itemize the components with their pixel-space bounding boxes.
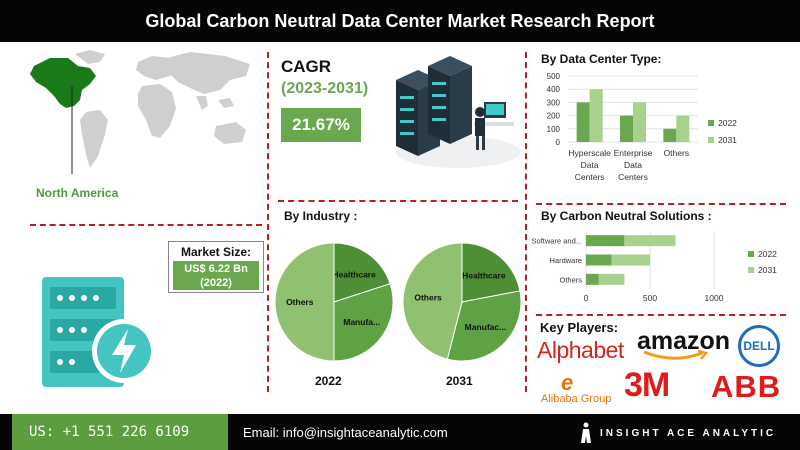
alibaba-logo: Alibaba Group: [541, 393, 612, 405]
data-center-type-chart: 0 100 200 300 400 500 Hyperscale Data Centers Ent…: [547, 72, 738, 182]
y-category-label: Others: [559, 275, 582, 284]
cagr-title: CAGR: [281, 57, 332, 76]
bar-2031: [611, 254, 650, 266]
legend-label-2031: 2031: [758, 265, 777, 275]
pie-slice-label: Manufa...: [343, 317, 380, 327]
amazon-smile-icon: [643, 350, 709, 360]
data-center-type-title: By Data Center Type:: [541, 52, 662, 66]
world-map-land: [75, 50, 250, 168]
x-category-label: Centers: [618, 172, 648, 182]
y-category-label: Hardware: [549, 256, 582, 265]
y-tick-label: 100: [547, 125, 561, 134]
pie-slice-label: Others: [286, 297, 314, 307]
x-category-label: Enterprise: [614, 148, 653, 158]
market-size-title: Market Size:: [180, 245, 252, 259]
key-players-title: Key Players:: [540, 320, 619, 335]
footer-email[interactable]: Email: info@insightaceanalytic.com: [243, 425, 448, 440]
market-size-value-year: (2022): [200, 277, 232, 289]
bar-2031: [598, 273, 625, 285]
divider-left-vertical: [267, 52, 269, 392]
amazon-logo: amazon: [637, 327, 731, 355]
carbon-neutral-solutions-chart: 0 500 1000 Software and... Hardware Others 202…: [532, 231, 777, 303]
x-category-label: Data: [624, 160, 642, 170]
carbon-neutral-solutions-title: By Carbon Neutral Solutions :: [541, 209, 712, 223]
brand-logo-icon: [581, 422, 591, 443]
pie-slice: [461, 242, 521, 303]
y-tick-label: 200: [547, 112, 561, 121]
divider-left-horizontal: [30, 224, 262, 226]
y-category-label: Software and...: [532, 237, 582, 246]
legend-swatch-2022: [748, 251, 754, 257]
pie-slice: [446, 290, 522, 362]
bar-2031: [624, 235, 676, 247]
industry-pie-2022: Healthcare Manufa... Others: [274, 242, 394, 362]
north-america-shape: [30, 58, 96, 108]
x-tick-label: 1000: [705, 293, 724, 303]
bar-2022: [586, 273, 599, 285]
pie-slice-label: Healthcare: [462, 271, 506, 281]
market-size-value: US$ 6.22 Bn (2022): [173, 261, 259, 290]
bar-2022: [620, 115, 633, 142]
bar-2022: [586, 254, 612, 266]
x-category-label: Hyperscale: [568, 148, 611, 158]
bar-2022: [586, 235, 625, 247]
legend-swatch-2022: [708, 120, 714, 126]
market-size-value-amount: US$ 6.22 Bn: [184, 263, 248, 275]
x-category-label: Others: [664, 148, 690, 158]
y-tick-label: 300: [547, 98, 561, 107]
legend-label-2031: 2031: [718, 135, 737, 145]
divider-middle-horizontal: [278, 200, 518, 202]
pie-2022-year-label: 2022: [315, 374, 342, 388]
pie-slice: [333, 242, 391, 303]
server-rack-right: [428, 56, 472, 144]
bar-2022: [663, 128, 677, 142]
y-tick-label: 400: [547, 85, 561, 94]
alibaba-mark-icon: e: [561, 370, 574, 395]
cagr-years: (2023-2031): [281, 80, 369, 97]
world-map: [30, 50, 250, 174]
footer-phone[interactable]: US: +1 551 226 6109: [12, 414, 228, 450]
x-category-label: Centers: [575, 172, 605, 182]
legend-swatch-2031: [748, 267, 754, 273]
industry-pie-2031: Healthcare Manufac... Others: [402, 242, 522, 362]
server-illustration: [396, 56, 520, 168]
pie-slice: [333, 283, 394, 362]
lightning-bolt-icon: [112, 329, 136, 373]
pie-2031-year-label: 2031: [446, 374, 473, 388]
industry-title: By Industry :: [284, 209, 358, 223]
y-tick-label: 0: [556, 138, 561, 147]
bar-2031: [633, 102, 646, 142]
report-title: Global Carbon Neutral Data Center Market…: [0, 0, 800, 42]
cagr-value: 21.67%: [281, 108, 361, 142]
x-category-label: Data: [581, 160, 599, 170]
pie-slice: [402, 242, 463, 360]
divider-right-vertical: [525, 52, 527, 392]
bar-2022: [576, 102, 590, 142]
x-tick-label: 0: [584, 293, 589, 303]
abb-logo: ABB: [711, 369, 782, 404]
footer-brand: INSIGHT ACE ANALYTIC: [600, 428, 777, 439]
market-size-box: Market Size: US$ 6.22 Bn (2022): [168, 241, 264, 293]
pie-slice-label: Manufac...: [465, 322, 507, 332]
dell-logo: DELL: [738, 325, 780, 367]
region-label: North America: [36, 186, 119, 200]
divider-right-bottom-horizontal: [536, 314, 786, 316]
bar-2031: [589, 89, 603, 142]
pie-slice: [274, 242, 335, 362]
pie-slice-label: Others: [414, 293, 442, 303]
data-center-energy-icon: [42, 277, 156, 387]
x-tick-label: 500: [643, 293, 657, 303]
3m-logo: 3M: [624, 366, 670, 404]
alphabet-logo: Alphabet: [537, 337, 624, 363]
desk-with-person: [474, 102, 514, 150]
legend-swatch-2031: [708, 137, 714, 143]
legend-label-2022: 2022: [718, 118, 737, 128]
legend-label-2022: 2022: [758, 249, 777, 259]
divider-right-top-horizontal: [536, 203, 786, 205]
y-tick-label: 500: [547, 72, 561, 81]
pie-slice-label: Healthcare: [332, 269, 376, 279]
bar-2031: [676, 115, 690, 142]
